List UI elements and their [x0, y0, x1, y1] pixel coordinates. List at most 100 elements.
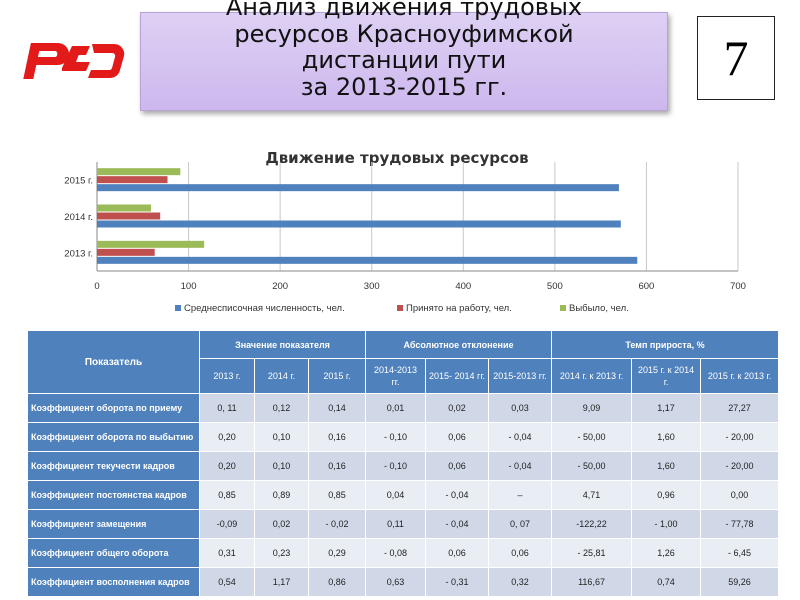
slide-title: Анализ движения трудовых ресурсов Красно… — [140, 0, 668, 100]
table-cell: - 20,00 — [700, 451, 780, 481]
table-cell: 0,63 — [365, 567, 426, 597]
table-cell: - 0,31 — [425, 567, 489, 597]
table-cell: 0,12 — [254, 393, 309, 423]
bar — [97, 168, 181, 176]
table-cell: - 0,02 — [308, 509, 366, 539]
table-cell: 1,26 — [631, 538, 702, 568]
table-cell: 0,03 — [487, 393, 553, 423]
table-cell: -0,09 — [199, 509, 255, 539]
table-cell: 116,67 — [551, 567, 633, 597]
table-cell: 0,00 — [700, 480, 780, 510]
x-tick-label: 500 — [547, 281, 563, 292]
table-cell: - 0,04 — [425, 480, 489, 510]
row-label: Коэффициент оборота по приему — [27, 393, 200, 423]
subheader-cell: 2015 г. к 2014 г. — [631, 358, 702, 394]
legend-swatch — [397, 305, 403, 311]
table-cell: 0,04 — [365, 480, 426, 510]
subheader-cell: 2015 г. к 2013 г. — [700, 358, 780, 394]
table-cell: 0,06 — [425, 422, 489, 452]
table-cell: - 0,04 — [487, 422, 553, 452]
table-cell: 0,54 — [199, 567, 255, 597]
slide-number: 7 — [697, 16, 775, 100]
table-cell: - 25,81 — [551, 538, 633, 568]
table-cell: 0,10 — [254, 451, 309, 481]
table-cell: 0,31 — [199, 538, 255, 568]
table-cell: 0,85 — [308, 480, 366, 510]
title-line: за 2013-2015 гг. — [300, 72, 508, 101]
table-cell: 1,60 — [631, 422, 702, 452]
legend-label: Среднесписочная численность, чел. — [184, 303, 345, 314]
table-row: Коэффициент постоянства кадров 0,85 0,89 0,… — [27, 480, 780, 510]
table-row: Коэффициент оборота по приему 0, 11 0,12 0,… — [27, 393, 780, 423]
table-cell: - 50,00 — [551, 451, 633, 481]
table-cell: 0,06 — [487, 538, 553, 568]
table-cell: - 0,08 — [365, 538, 426, 568]
table-cell: - 0,04 — [425, 509, 489, 539]
table-cell: 0,06 — [425, 538, 489, 568]
bar — [97, 240, 205, 248]
row-label: Коэффициент замещения — [27, 509, 200, 539]
table-cell: 0,20 — [199, 422, 255, 452]
table-cell: - 0,04 — [487, 451, 553, 481]
x-tick-label: 400 — [455, 281, 471, 292]
table-cell: 0,02 — [425, 393, 489, 423]
table-cell: 27,27 — [700, 393, 780, 423]
table-cell: - 0,10 — [365, 451, 426, 481]
table-cell: 1,17 — [631, 393, 702, 423]
subheader-cell: 2014 г. к 2013 г. — [551, 358, 633, 394]
table-cell: 0, 07 — [487, 509, 553, 539]
table-cell: 0,11 — [365, 509, 426, 539]
table-row: Коэффициент текучести кадров 0,20 0,10 0,16… — [27, 451, 780, 481]
bar — [97, 256, 638, 264]
title-line: Анализ движения трудовых — [225, 0, 583, 21]
table-cell: 0,89 — [254, 480, 309, 510]
x-tick-label: 0 — [94, 281, 99, 292]
legend-label: Принято на работу, чел. — [406, 303, 512, 314]
table-cell: 0,01 — [365, 393, 426, 423]
table-row: Коэффициент общего оборота 0,31 0,23 0,29- … — [27, 538, 780, 568]
table-cell: - 1,00 — [631, 509, 702, 539]
table-cell: 0,29 — [308, 538, 366, 568]
group-header: Темп прироста, % — [551, 330, 780, 359]
table-cell: 0,74 — [631, 567, 702, 597]
table-row: Коэффициент оборота по выбытию 0,20 0,10 0,… — [27, 422, 780, 452]
bar — [97, 176, 168, 184]
title-line: ресурсов Красноуфимской — [234, 19, 574, 48]
table-cell: 1,17 — [254, 567, 309, 597]
bar — [97, 248, 155, 256]
table-cell: - 6,45 — [700, 538, 780, 568]
table-cell: - 20,00 — [700, 422, 780, 452]
y-category-label: 2014 г. — [64, 212, 93, 223]
subheader-cell: 2015 г. — [308, 358, 366, 394]
table-cell: - 50,00 — [551, 422, 633, 452]
table-cell: 59,26 — [700, 567, 780, 597]
y-category-label: 2015 г. — [64, 176, 93, 187]
bar — [97, 212, 161, 220]
row-label: Коэффициент оборота по выбытию — [27, 422, 200, 452]
group-header: Абсолютное отклонение — [364, 330, 553, 359]
subheader-cell: 2015- 2014 гг. — [425, 358, 489, 394]
legend-label: Выбыло, чел. — [569, 303, 629, 314]
table-cell: 9,09 — [551, 393, 633, 423]
table-cell: -122,22 — [551, 509, 633, 539]
table-cell: 0,06 — [425, 451, 489, 481]
x-tick-label: 600 — [638, 281, 654, 292]
title-line: дистанции пути — [301, 46, 507, 74]
table-cell: - 0,10 — [365, 422, 426, 452]
table-cell: 0,96 — [631, 480, 702, 510]
group-header: Значение показателя — [199, 330, 366, 359]
subheader-cell: 2015-2013 гг. — [487, 358, 553, 394]
subheader-row: 2013 г. 2014 г. 2015 г. 2014-2013 гг. 2015- … — [28, 358, 780, 394]
legend-swatch — [175, 305, 181, 311]
title-panel — [140, 12, 668, 111]
table-cell: 0,32 — [487, 567, 553, 597]
table-cell: - 77,78 — [700, 509, 780, 539]
table-cell: 1,60 — [631, 451, 702, 481]
rzd-logo — [23, 43, 125, 79]
x-tick-label: 100 — [181, 281, 197, 292]
bar — [97, 204, 152, 212]
table-cell: 0,14 — [308, 393, 366, 423]
table-cell: 0, 11 — [199, 393, 255, 423]
table-cell: 0,85 — [199, 480, 255, 510]
table-row: Коэффициент восполнения кадров 0,54 1,17 0,… — [27, 567, 780, 597]
